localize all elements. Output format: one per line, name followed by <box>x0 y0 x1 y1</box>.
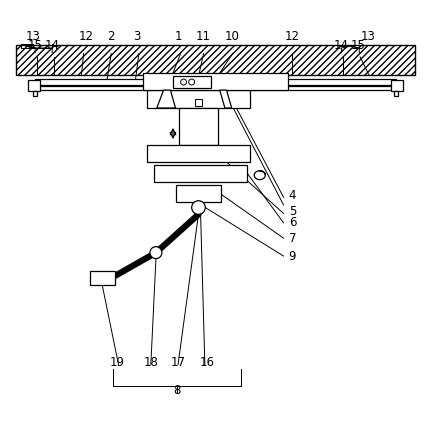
Text: 14: 14 <box>45 39 59 52</box>
Text: 3: 3 <box>133 30 141 44</box>
Text: 15: 15 <box>350 39 365 52</box>
Bar <box>154 166 247 182</box>
Bar <box>176 186 220 202</box>
Text: 19: 19 <box>109 356 124 369</box>
Text: 13: 13 <box>359 30 375 44</box>
Bar <box>15 44 415 75</box>
Bar <box>34 86 396 90</box>
Circle shape <box>180 79 186 85</box>
Text: 18: 18 <box>143 356 158 369</box>
Text: 9: 9 <box>288 250 295 262</box>
Circle shape <box>188 79 194 85</box>
Text: 10: 10 <box>224 30 240 44</box>
Text: 13: 13 <box>26 30 41 44</box>
Bar <box>390 80 402 91</box>
Bar <box>143 73 287 90</box>
Text: 5: 5 <box>288 205 295 218</box>
Bar <box>194 99 202 106</box>
Circle shape <box>191 201 205 214</box>
Bar <box>172 76 211 87</box>
Bar <box>393 91 396 96</box>
Text: 1: 1 <box>175 30 182 44</box>
Text: 8: 8 <box>173 385 180 397</box>
Text: 11: 11 <box>196 30 211 44</box>
Text: 7: 7 <box>288 232 295 245</box>
Polygon shape <box>219 90 231 108</box>
Text: 17: 17 <box>170 356 185 369</box>
Bar <box>90 270 115 285</box>
Text: 12: 12 <box>284 30 299 44</box>
Text: 4: 4 <box>288 189 295 202</box>
Text: 14: 14 <box>333 39 348 52</box>
Polygon shape <box>157 90 175 108</box>
Text: 12: 12 <box>78 30 93 44</box>
Bar <box>34 79 396 85</box>
Bar <box>34 91 37 96</box>
Bar <box>28 80 40 91</box>
Text: 2: 2 <box>107 30 115 44</box>
Text: 15: 15 <box>28 39 43 52</box>
Bar <box>147 90 249 108</box>
Text: 6: 6 <box>288 215 295 229</box>
Bar <box>147 146 249 163</box>
Text: 16: 16 <box>199 356 214 369</box>
Circle shape <box>150 247 162 258</box>
Bar <box>179 108 217 146</box>
